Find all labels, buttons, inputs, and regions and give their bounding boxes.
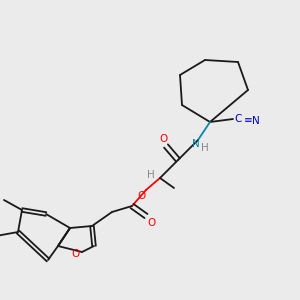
Text: N: N [192,139,200,149]
Text: O: O [71,249,79,259]
Text: ≡: ≡ [244,115,252,125]
Text: O: O [138,191,146,201]
Text: H: H [147,170,155,180]
Text: O: O [147,218,155,228]
Text: C: C [234,114,242,124]
Text: O: O [159,134,167,144]
Text: H: H [201,143,209,153]
Text: N: N [252,116,260,126]
